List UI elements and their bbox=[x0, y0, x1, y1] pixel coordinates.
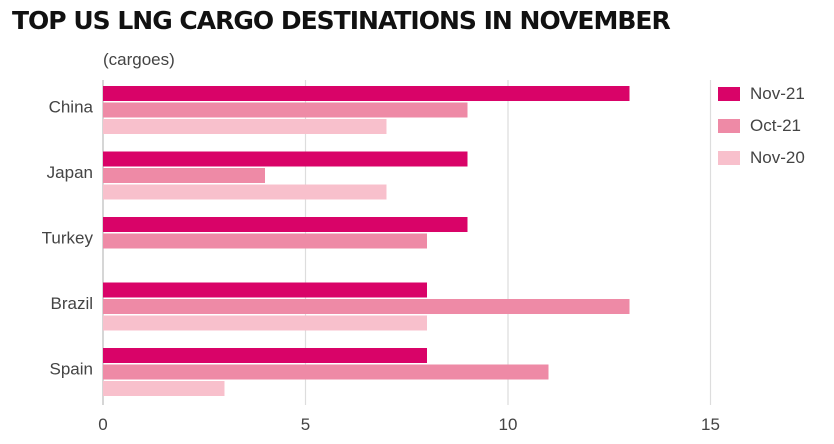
legend-swatch bbox=[718, 119, 740, 133]
bar-spain-nov-20 bbox=[103, 381, 225, 396]
legend-label: Nov-21 bbox=[750, 84, 805, 103]
category-labels: China Japan Turkey Brazil Spain bbox=[42, 97, 94, 378]
bar-turkey-nov-21 bbox=[103, 217, 468, 232]
bar-china-nov-21 bbox=[103, 86, 630, 101]
legend-item-nov-20: Nov-20 bbox=[718, 146, 805, 170]
category-label-spain: Spain bbox=[50, 359, 93, 378]
bar-china-nov-20 bbox=[103, 119, 387, 134]
bar-japan-nov-21 bbox=[103, 151, 468, 167]
legend-swatch bbox=[718, 151, 740, 165]
bar-japan-nov-20 bbox=[103, 184, 387, 200]
bar-brazil-nov-21 bbox=[103, 282, 427, 298]
bar-spain-nov-21 bbox=[103, 348, 427, 363]
bar-turkey-oct-21 bbox=[103, 233, 427, 249]
bar-brazil-oct-21 bbox=[103, 299, 630, 314]
x-tick-label-2: 10 bbox=[499, 415, 518, 434]
bar-series bbox=[103, 86, 630, 396]
x-tick-label-1: 5 bbox=[301, 415, 310, 434]
x-tick-label-0: 0 bbox=[98, 415, 107, 434]
bar-china-oct-21 bbox=[103, 102, 468, 118]
bar-japan-oct-21 bbox=[103, 168, 265, 183]
x-tick-label-3: 15 bbox=[701, 415, 720, 434]
legend-item-nov-21: Nov-21 bbox=[718, 82, 805, 106]
chart-title: TOP US LNG CARGO DESTINATIONS IN NOVEMBE… bbox=[12, 6, 671, 35]
unit-label: (cargoes) bbox=[103, 50, 175, 69]
legend: Nov-21 Oct-21 Nov-20 bbox=[718, 82, 805, 178]
legend-swatch bbox=[718, 87, 740, 101]
category-label-japan: Japan bbox=[47, 163, 93, 182]
bar-spain-oct-21 bbox=[103, 364, 549, 380]
legend-label: Nov-20 bbox=[750, 148, 805, 167]
legend-label: Oct-21 bbox=[750, 116, 802, 135]
category-label-brazil: Brazil bbox=[50, 294, 93, 313]
legend-item-oct-21: Oct-21 bbox=[718, 114, 805, 138]
category-label-turkey: Turkey bbox=[42, 228, 94, 247]
bar-brazil-nov-20 bbox=[103, 315, 427, 331]
x-axis-tick-labels: 0 5 10 15 bbox=[98, 415, 720, 434]
category-label-china: China bbox=[49, 97, 94, 116]
